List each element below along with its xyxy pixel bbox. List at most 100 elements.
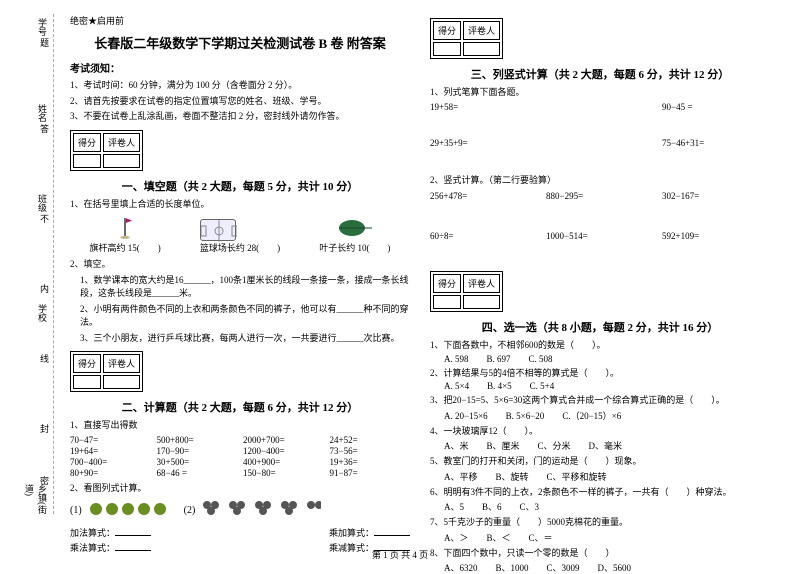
pic-label-2: (2) xyxy=(184,505,196,516)
score-box: 得分 评卷人 xyxy=(70,351,143,392)
side-char: 封 xyxy=(40,422,49,435)
calc-cell: 19+36= xyxy=(330,457,411,467)
calc-item: 1000−514= xyxy=(546,231,654,241)
add-label: 加法算式： xyxy=(70,528,115,538)
calc-item: 75−46+31= xyxy=(662,138,770,148)
flower-group xyxy=(201,497,321,524)
calc-cell: 400+900= xyxy=(243,457,324,467)
flag-icon xyxy=(117,215,133,239)
score-box: 得分 评卷人 xyxy=(430,18,503,59)
right-column: 得分 评卷人 三、列竖式计算（共 2 大题，每题 6 分，共计 12 分） 1、… xyxy=(420,14,780,548)
q1-2-2: 2、小明有两件颜色不同的上衣和两条颜色不同的裤子，他可以有______种不同的穿… xyxy=(70,303,410,330)
calc-cell: 700−400= xyxy=(70,457,151,467)
side-char: 不 xyxy=(40,212,49,225)
q4-6: 6、明明有3件不同的上衣，2条颜色不一样的裤子，一共有（ ）种穿法。 xyxy=(430,486,770,500)
section-1-title: 一、填空题（共 2 大题，每题 5 分，共计 10 分） xyxy=(70,178,410,194)
calc-item: 19+58= xyxy=(430,102,538,112)
calc-cell: 91−87= xyxy=(330,468,411,478)
flag-caption: 旗杆高约 15( ) xyxy=(90,241,161,254)
images-row: 旗杆高约 15( ) 篮球场长约 28( ) 叶子长约 10( ) xyxy=(70,215,410,254)
butterfly-group xyxy=(88,497,178,524)
side-char: 内 xyxy=(40,282,49,295)
calc-cell: 2000+700= xyxy=(243,435,324,445)
flag-item: 旗杆高约 15( ) xyxy=(90,215,161,254)
side-char: 答 xyxy=(40,122,49,135)
muladd-label: 乘加算式： xyxy=(329,528,374,538)
opts-1: A. 598B. 697C. 508 xyxy=(430,354,770,364)
pics-row: (1) (2) xyxy=(70,497,410,524)
side-char: 题 xyxy=(40,36,49,49)
court-item: 篮球场长约 28( ) xyxy=(200,219,280,254)
opts-3: A. 20−15×6B. 5×6−20C.（20−15）×6 xyxy=(430,409,770,422)
notice-3: 3、不要在试卷上乱涂乱画，卷面不整洁扣 2 分，密封线外请勿作答。 xyxy=(70,110,410,124)
calc-cell: 170−90= xyxy=(157,446,238,456)
notice-2: 2、请首先按要求在试卷的指定位置填写您的姓名、班级、学号。 xyxy=(70,95,410,109)
calc-item: 880−295= xyxy=(546,191,654,201)
opts-2: A. 5×4B. 4×5C. 5+4 xyxy=(430,381,770,391)
side-label: 学校 xyxy=(36,304,49,322)
opts-7: A、＞B、＜C、＝ xyxy=(430,531,770,544)
formula-row: 加法算式： 乘加算式： xyxy=(70,526,410,539)
q1-2-1: 1、数学课本的宽大约是16______，100条1厘米长的线段一条接一条，接成一… xyxy=(70,274,410,301)
calc-cell: 30+500= xyxy=(157,457,238,467)
q4-5: 5、教室门的打开和关闭，门的运动是（ ）现象。 xyxy=(430,455,770,469)
calc-cell: 500+800= xyxy=(157,435,238,445)
opts-8: A、6320B、1000C、3009D、5600 xyxy=(430,561,770,574)
pic-label-1: (1) xyxy=(70,505,82,516)
notice-1: 1、考试时间：60 分钟，满分为 100 分（含卷面分 2 分）。 xyxy=(70,79,410,93)
calc-item: 90−45 = xyxy=(662,102,770,112)
q3-1: 1、列式笔算下面各题。 xyxy=(430,86,770,100)
page: 绝密★启用前 长春版二年级数学下学期过关检测试卷 B 卷 附答案 考试须知： 1… xyxy=(0,0,800,548)
q1-2: 2、填空。 xyxy=(70,258,410,272)
calc-row: 19+58= 90−45 = xyxy=(430,102,770,112)
calc-cell: 150−80= xyxy=(243,468,324,478)
side-label: 班级 xyxy=(36,194,49,212)
score-box: 得分 评卷人 xyxy=(430,271,503,312)
opts-5: A、平移B、旋转C、平移和旋转 xyxy=(430,470,770,483)
side-label: 乡镇(街道) xyxy=(23,484,49,514)
leaf-caption: 叶子长约 10( ) xyxy=(319,241,390,254)
calc-item: 60÷8= xyxy=(430,231,538,241)
calc-cell: 73−56= xyxy=(330,446,411,456)
q4-4: 4、一块玻璃厚12（ ）。 xyxy=(430,425,770,439)
left-column: 绝密★启用前 长春版二年级数学下学期过关检测试卷 B 卷 附答案 考试须知： 1… xyxy=(60,14,420,548)
q3-2: 2、竖式计算。（第二行要验算） xyxy=(430,174,770,188)
calc-cell: 1200−400= xyxy=(243,446,324,456)
leaf-icon xyxy=(336,217,374,239)
calc-item: 29+35+9= xyxy=(430,138,538,148)
score-box: 得分 评卷人 xyxy=(70,130,143,171)
opts-6: A、5B、6C、3 xyxy=(430,500,770,513)
calc-cell: 19+64= xyxy=(70,446,151,456)
calc-row: 60÷8= 1000−514= 592+109= xyxy=(430,231,770,241)
notice-heading: 考试须知： xyxy=(70,60,410,75)
calc-row: 256+478= 880−295= 302−167= xyxy=(430,191,770,201)
calc-row: 29+35+9= 75−46+31= xyxy=(430,138,770,148)
grader-label: 评卷人 xyxy=(103,133,140,152)
q4-1: 1、下面各数中，不相邻600的数是（ ）。 xyxy=(430,339,770,353)
confidential-label: 绝密★启用前 xyxy=(70,14,410,27)
q4-3: 3、把20−15=5、5×6=30这两个算式合并成一个综合算式正确的是（ ）。 xyxy=(430,394,770,408)
q4-2: 2、计算结果与5的4倍不相等的算式是（ ）。 xyxy=(430,367,770,381)
leaf-item: 叶子长约 10( ) xyxy=(319,217,390,254)
q1-2-3: 3、三个小朋友，进行乒乓球比赛，每两人进行一次，一共要进行______次比赛。 xyxy=(70,332,410,346)
binding-sidebar: 学号 题 姓名 答 班级 不 内 学校 线 封 密 乡镇(街道) xyxy=(10,14,54,514)
opts-4: A、米B、厘米C、分米D、毫米 xyxy=(430,439,770,452)
calc-cell: 80+90= xyxy=(70,468,151,478)
section-3-title: 三、列竖式计算（共 2 大题，每题 6 分，共计 12 分） xyxy=(430,66,770,82)
side-label: 姓名 xyxy=(36,104,49,122)
side-char: 线 xyxy=(40,352,49,365)
calc-cell: 70−47= xyxy=(70,435,151,445)
calc-grid: 70−47= 500+800= 2000+700= 24+52= 19+64= … xyxy=(70,435,410,478)
side-label: 学号 xyxy=(36,18,49,36)
q1-1: 1、在括号里填上合适的长度单位。 xyxy=(70,198,410,212)
q4-7: 7、5千克沙子的重量（ ）5000克棉花的重量。 xyxy=(430,516,770,530)
score-label: 得分 xyxy=(73,133,101,152)
q2-1: 1、直接写出得数 xyxy=(70,419,410,433)
calc-item: 302−167= xyxy=(662,191,770,201)
page-footer: 第 1 页 共 4 页 xyxy=(0,548,800,561)
calc-item: 592+109= xyxy=(662,231,770,241)
court-caption: 篮球场长约 28( ) xyxy=(200,241,280,254)
calc-cell: 68−46 = xyxy=(157,468,238,478)
section-2-title: 二、计算题（共 2 大题，每题 6 分，共计 12 分） xyxy=(70,399,410,415)
section-4-title: 四、选一选（共 8 小题，每题 2 分，共计 16 分） xyxy=(430,319,770,335)
